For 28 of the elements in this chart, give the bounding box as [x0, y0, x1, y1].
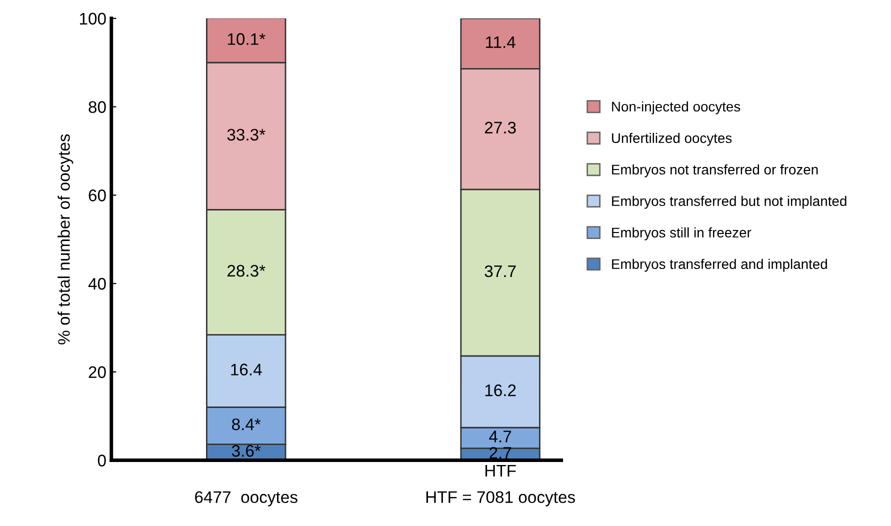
data-label: 3.6*	[232, 444, 261, 457]
y-tick-label: 0	[98, 454, 106, 466]
legend-label: Embryos transferred and implanted	[612, 258, 827, 272]
data-label: 11.4	[486, 36, 516, 48]
legend-label: Embryos transferred but not implanted	[612, 196, 846, 209]
data-label: 37.7	[484, 265, 516, 278]
data-label: 16.2	[485, 384, 516, 396]
y-tick-label: 80	[88, 101, 106, 113]
text: HTF = 7081 oocytes	[426, 491, 575, 506]
data-label: 27.3	[484, 122, 516, 134]
legend-label: Unfertilized oocytes	[612, 132, 732, 146]
y-tick-label: 100	[80, 12, 106, 25]
data-label: 4.7	[489, 430, 512, 442]
data-label: 16.4	[231, 364, 262, 376]
legend-label: Embryos still in freezer	[612, 227, 752, 240]
data-label: 28.3*	[227, 264, 266, 277]
data-label: 8.4*	[232, 418, 261, 430]
data-label: 33.3*	[227, 128, 266, 141]
text: 6477 oocytes	[195, 491, 298, 506]
data-label: 10.1*	[228, 33, 266, 45]
y-tick-label: 40	[88, 278, 106, 290]
data-label: 2.7	[490, 446, 512, 459]
legend-label: Embryos not transferred or frozen	[612, 164, 818, 178]
y-axis-title: % of total number of oocytes	[58, 134, 74, 344]
y-tick-label: 20	[88, 366, 106, 378]
y-tick-label: 60	[88, 190, 106, 202]
x-tick-label: HTF	[485, 465, 516, 476]
legend-label: Non-injected oocytes	[612, 101, 740, 114]
